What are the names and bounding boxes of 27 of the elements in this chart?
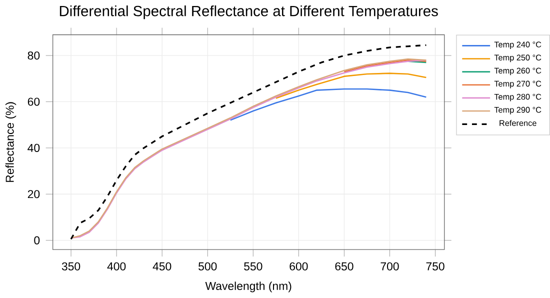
x-tick-label: 500 bbox=[198, 262, 217, 271]
y-tick-label: 40 bbox=[28, 144, 40, 152]
legend-label: Temp 240 °C bbox=[494, 42, 542, 50]
line-series bbox=[275, 72, 427, 100]
legend-label: Temp 280 °C bbox=[494, 94, 542, 102]
legend-label: Temp 270 °C bbox=[494, 80, 542, 88]
y-tick-label: 20 bbox=[28, 190, 40, 198]
x-tick-label: 350 bbox=[62, 262, 80, 271]
x-tick-label: 750 bbox=[426, 262, 444, 271]
x-tick-label: 400 bbox=[107, 262, 126, 271]
x-tick-label: 450 bbox=[152, 262, 172, 271]
y-axis-title: Reflectance (%) bbox=[5, 102, 16, 182]
line-series bbox=[344, 60, 427, 72]
x-axis-title: Wavelength (nm) bbox=[205, 282, 292, 292]
legend-label: Reference bbox=[500, 120, 536, 126]
x-tick-label: 600 bbox=[290, 262, 308, 271]
line-series bbox=[230, 88, 427, 121]
chart-title: Differential Spectral Reflectance at Different Temperatures bbox=[60, 6, 438, 20]
x-tick-label: 550 bbox=[244, 262, 262, 271]
y-tick-label: 80 bbox=[28, 52, 40, 60]
x-tick-label: 650 bbox=[335, 262, 354, 271]
legend-label: Temp 250 °C bbox=[494, 54, 542, 62]
y-tick-label: 0 bbox=[34, 236, 40, 244]
y-tick-label: 60 bbox=[28, 98, 40, 106]
legend-label: Temp 290 °C bbox=[494, 107, 542, 114]
x-tick-label: 700 bbox=[380, 262, 399, 271]
legend-label: Temp 260 °C bbox=[494, 68, 542, 76]
